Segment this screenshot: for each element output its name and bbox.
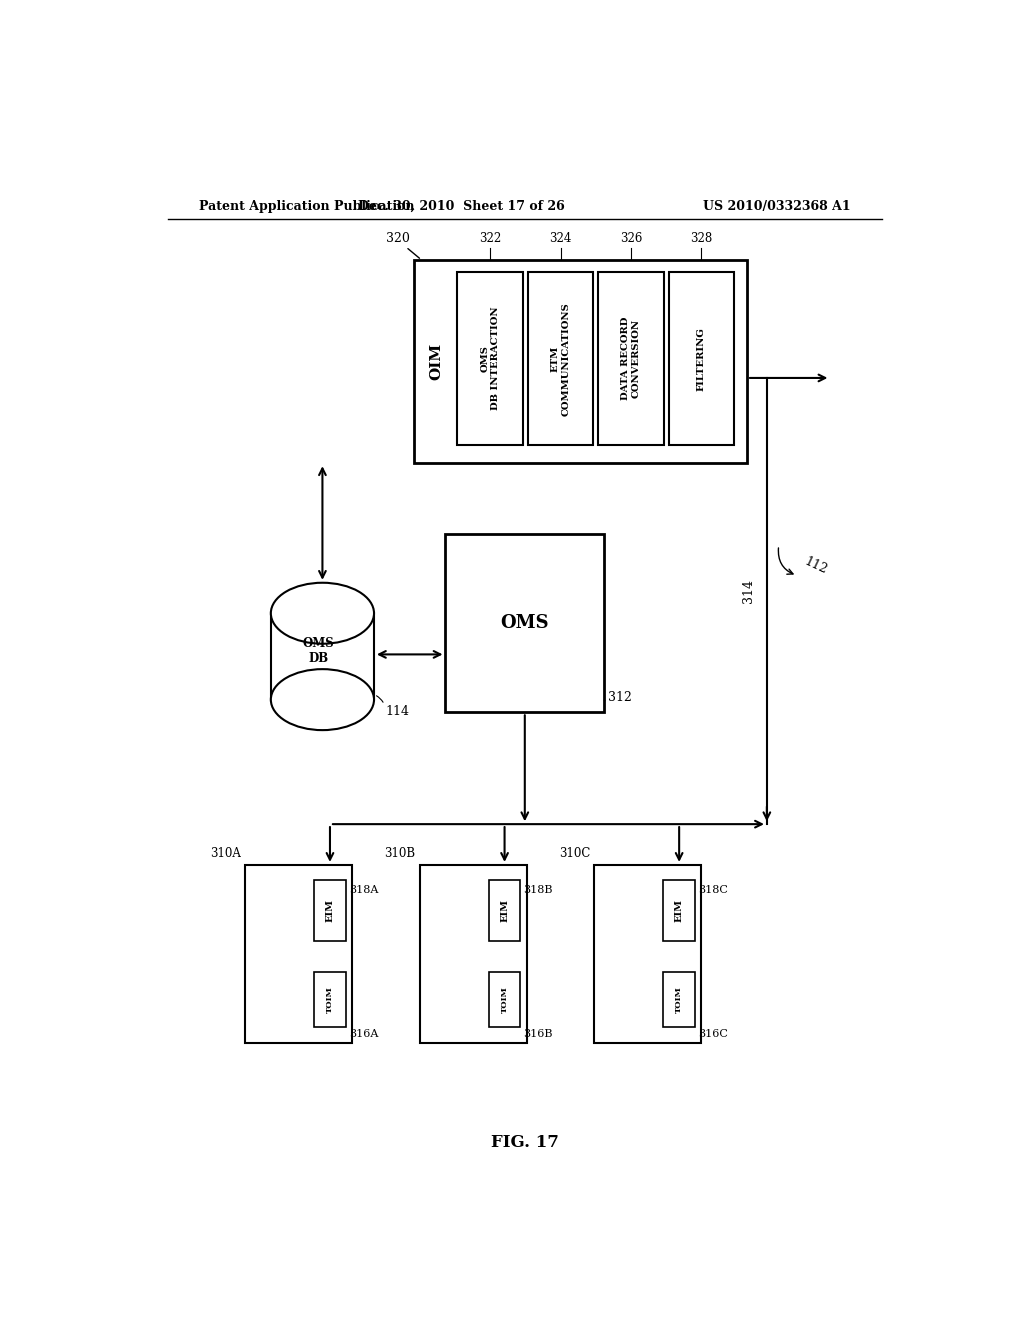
Bar [664, 972, 695, 1027]
Text: 320: 320 [386, 232, 410, 244]
Text: 310C: 310C [559, 846, 590, 859]
Text: DATA RECORD
CONVERSION: DATA RECORD CONVERSION [622, 317, 641, 400]
Text: OMS
DB INTERACTION: OMS DB INTERACTION [480, 306, 500, 411]
Bar [488, 972, 520, 1027]
Text: TOIM: TOIM [326, 986, 334, 1012]
Text: 316C: 316C [698, 1030, 728, 1039]
Bar [314, 880, 346, 941]
Text: 322: 322 [479, 232, 502, 244]
Text: EIM: EIM [675, 899, 684, 923]
Text: US 2010/0332368 A1: US 2010/0332368 A1 [702, 199, 850, 213]
Text: 316A: 316A [349, 1030, 379, 1039]
Text: 318B: 318B [523, 886, 553, 895]
Ellipse shape [270, 582, 374, 644]
Text: 318A: 318A [349, 886, 379, 895]
Text: EIM: EIM [500, 899, 509, 923]
Bar [669, 272, 734, 445]
Text: EIM: EIM [326, 899, 335, 923]
Bar [420, 865, 526, 1043]
Text: ETM
COMMUNICATIONS: ETM COMMUNICATIONS [551, 302, 570, 416]
Text: 328: 328 [690, 232, 713, 244]
Text: 318C: 318C [698, 886, 728, 895]
Text: FILTERING: FILTERING [697, 326, 706, 391]
Text: 310A: 310A [210, 846, 241, 859]
Text: 310B: 310B [385, 846, 416, 859]
Bar [488, 880, 520, 941]
Text: 312: 312 [608, 692, 632, 704]
Bar [594, 865, 701, 1043]
Text: Dec. 30, 2010  Sheet 17 of 26: Dec. 30, 2010 Sheet 17 of 26 [358, 199, 564, 213]
Bar [527, 272, 594, 445]
Bar [245, 865, 352, 1043]
Bar [664, 880, 695, 941]
Bar [445, 535, 604, 713]
Text: OMS
DB: OMS DB [302, 638, 335, 665]
Text: FIG. 17: FIG. 17 [490, 1134, 559, 1151]
Bar [270, 614, 374, 700]
Text: TOIM: TOIM [675, 986, 683, 1012]
Text: TOIM: TOIM [501, 986, 509, 1012]
Ellipse shape [270, 669, 374, 730]
Bar [314, 972, 346, 1027]
Text: Patent Application Publication: Patent Application Publication [200, 199, 415, 213]
Bar [458, 272, 523, 445]
Bar [598, 272, 664, 445]
Text: 314: 314 [742, 579, 755, 603]
Text: 326: 326 [620, 232, 642, 244]
Text: 114: 114 [386, 705, 410, 718]
Text: OIM: OIM [429, 343, 443, 380]
Text: 316B: 316B [523, 1030, 553, 1039]
Bar [414, 260, 748, 463]
Text: OMS: OMS [501, 614, 549, 632]
Text: 112: 112 [803, 554, 829, 577]
Text: 324: 324 [550, 232, 571, 244]
